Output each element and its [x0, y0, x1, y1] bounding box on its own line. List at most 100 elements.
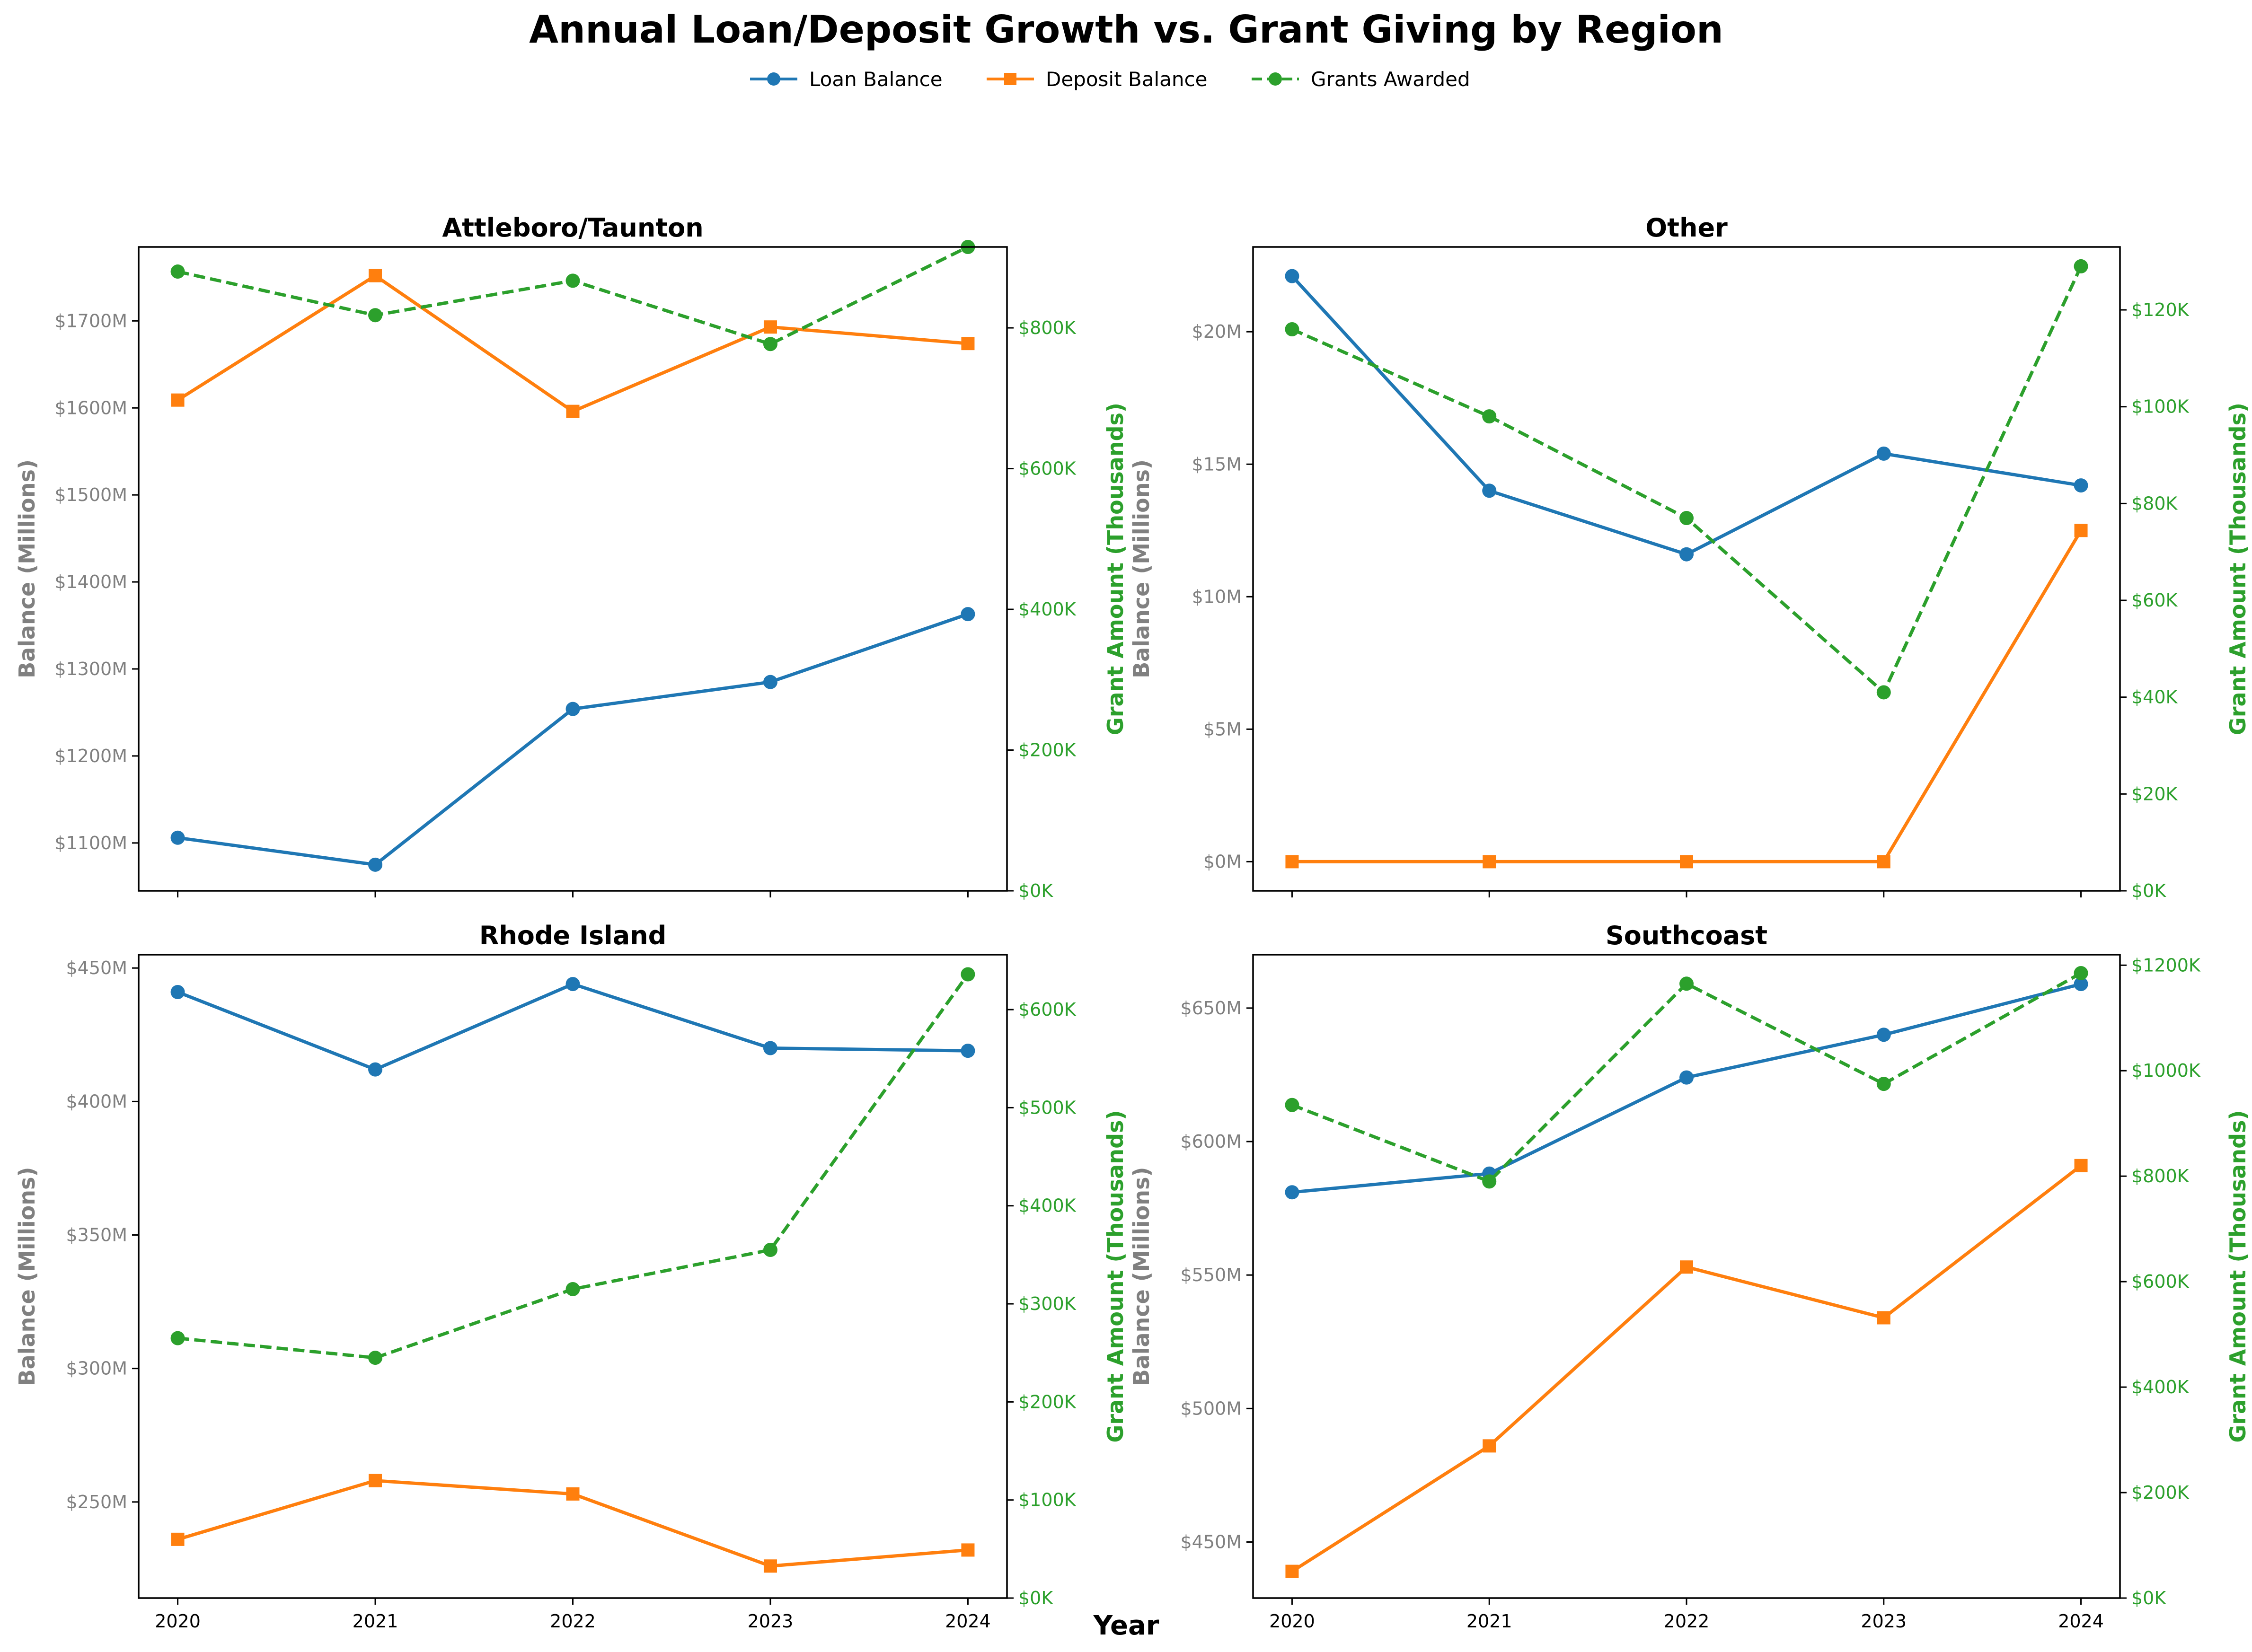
right-tick-label: $100K: [2131, 396, 2190, 417]
data-point-deposit-balance: [2074, 524, 2088, 537]
right-tick-label: $80K: [2131, 493, 2178, 514]
x-tick-label: 2024: [2058, 1611, 2104, 1632]
data-point-deposit-balance: [369, 1474, 382, 1487]
data-point-grants-awarded: [763, 337, 777, 351]
data-point-loan-balance: [763, 1041, 777, 1055]
data-point-deposit-balance: [1680, 1260, 1693, 1274]
subplot-title: Rhode Island: [479, 921, 666, 950]
data-point-grants-awarded: [1679, 976, 1694, 991]
right-tick-label: $600K: [1018, 999, 1077, 1020]
data-point-loan-balance: [368, 857, 383, 872]
right-tick-label: $400K: [1018, 1195, 1077, 1216]
x-tick-label: 2022: [550, 1611, 596, 1632]
data-point-grants-awarded: [1876, 1077, 1891, 1091]
left-tick-label: $1300M: [54, 659, 127, 679]
left-tick-label: $650M: [1181, 998, 1242, 1019]
x-tick-label: 2021: [353, 1611, 398, 1632]
data-point-loan-balance: [1285, 269, 1299, 283]
plot-frame: [1252, 954, 2121, 1599]
right-tick-label: $500K: [1018, 1097, 1077, 1118]
data-point-loan-balance: [2074, 977, 2088, 992]
data-point-deposit-balance: [171, 393, 185, 407]
left-tick-label: $600M: [1181, 1131, 1242, 1152]
left-axis-label: Balance (Millions): [14, 1167, 40, 1386]
data-point-grants-awarded: [1285, 1098, 1299, 1112]
plot-frame: [138, 246, 1008, 892]
right-tick-label: $800K: [2131, 1166, 2190, 1186]
series-line-deposit-balance: [1291, 1164, 2082, 1573]
subplot-title: Attleboro/Taunton: [442, 213, 703, 243]
series-deposit-balance: [171, 1474, 975, 1573]
left-tick-label: $10M: [1192, 586, 1242, 607]
data-point-loan-balance: [565, 702, 580, 716]
legend-label: Deposit Balance: [1046, 68, 1207, 91]
data-point-grants-awarded: [368, 308, 383, 323]
left-tick-label: $450M: [66, 958, 128, 978]
right-tick-label: $400K: [2131, 1377, 2190, 1397]
left-axis-label: Balance (Millions): [14, 459, 40, 678]
left-tick-label: $500M: [1181, 1398, 1242, 1419]
data-point-deposit-balance: [1483, 855, 1496, 869]
data-point-loan-balance: [1482, 483, 1497, 498]
series-grants-awarded: [170, 240, 975, 351]
legend-marker: [1004, 73, 1016, 85]
plot-frame: [1252, 246, 2121, 892]
left-tick-label: $1400M: [54, 571, 127, 592]
left-tick-label: $350M: [66, 1225, 128, 1246]
data-point-deposit-balance: [566, 1487, 580, 1501]
right-tick-label: $0K: [1018, 1588, 1053, 1608]
right-tick-label: $0K: [1018, 880, 1053, 901]
x-tick-label: 2020: [1269, 1611, 1315, 1632]
right-tick-label: $600K: [2131, 1271, 2190, 1292]
data-point-grants-awarded: [565, 273, 580, 288]
right-tick-label: $200K: [1018, 1391, 1077, 1412]
subplot-title: Southcoast: [1606, 921, 1767, 950]
data-point-deposit-balance: [1285, 855, 1299, 869]
right-tick-label: $60K: [2131, 590, 2178, 611]
data-point-grants-awarded: [1679, 511, 1694, 526]
right-tick-label: $400K: [1018, 599, 1077, 620]
left-tick-label: $0M: [1203, 851, 1242, 872]
data-point-loan-balance: [1679, 1070, 1694, 1085]
data-point-loan-balance: [1876, 446, 1891, 461]
series-line-loan-balance: [1292, 982, 2082, 1194]
data-point-grants-awarded: [1285, 322, 1299, 336]
data-point-grants-awarded: [2074, 966, 2088, 981]
series-loan-balance: [170, 607, 975, 872]
subplot-3: Rhode Island $250M $300M $350M $400M $450M $0K…: [14, 921, 1128, 1632]
right-tick-label: $200K: [1018, 740, 1077, 761]
data-point-grants-awarded: [763, 1243, 777, 1257]
right-axis-label: Grant Amount (Thousands): [2225, 1110, 2251, 1443]
figure-title: Annual Loan/Deposit Growth vs. Grant Giv…: [529, 8, 1723, 52]
data-point-deposit-balance: [1680, 855, 1693, 869]
data-point-loan-balance: [170, 830, 185, 845]
subplots: Attleboro/Taunton $1100M $1200M $1300M $1400…: [14, 213, 2251, 1632]
data-point-deposit-balance: [961, 337, 975, 351]
left-tick-label: $450M: [1181, 1531, 1242, 1552]
x-tick-label: 2024: [945, 1611, 991, 1632]
left-tick-label: $400M: [66, 1091, 128, 1112]
data-point-grants-awarded: [961, 967, 975, 982]
right-axis-label: Grant Amount (Thousands): [2225, 403, 2251, 735]
right-tick-label: $20K: [2131, 783, 2178, 804]
left-tick-label: $550M: [1181, 1265, 1242, 1285]
subplot-1: Attleboro/Taunton $1100M $1200M $1300M $1400…: [14, 213, 1128, 901]
data-point-loan-balance: [565, 977, 580, 992]
series-line-deposit-balance: [1292, 529, 2083, 863]
legend: Loan Balance Deposit Balance Grants Awarde…: [750, 68, 1470, 91]
right-tick-label: $1200K: [2131, 955, 2201, 975]
series-loan-balance: [170, 977, 975, 1077]
left-tick-label: $250M: [66, 1492, 128, 1512]
subplot-title: Other: [1645, 213, 1728, 243]
x-tick-label: 2023: [748, 1611, 794, 1632]
series-line-loan-balance: [177, 982, 968, 1072]
data-point-loan-balance: [1285, 1185, 1299, 1200]
series-line-grants-awarded: [177, 245, 969, 346]
legend-marker: [767, 72, 780, 86]
subplot-2: Other $0M $5M $10M $15M $20M $0K $20K $40K $60K $8…: [1129, 213, 2251, 901]
data-point-deposit-balance: [1877, 855, 1890, 869]
legend-label: Loan Balance: [809, 68, 943, 91]
data-point-loan-balance: [170, 985, 185, 1000]
series-line-grants-awarded: [1291, 265, 2083, 694]
